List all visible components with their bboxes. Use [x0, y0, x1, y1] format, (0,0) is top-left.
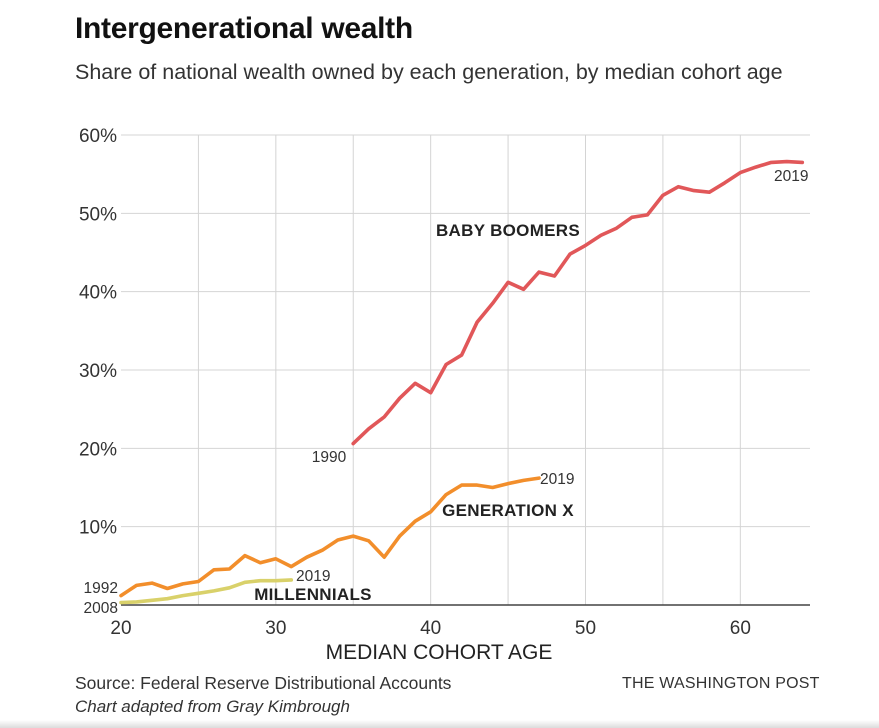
millennials-label: MILLENNIALS	[254, 585, 372, 604]
x-tick-label: 50	[575, 618, 596, 639]
series-labels: BABY BOOMERS 1990 2019 GENERATION X 1992 2019…	[84, 168, 809, 617]
baby-boomers-end-label: 2019	[774, 168, 808, 185]
credit-note: Chart adapted from Gray Kimbrough	[75, 697, 350, 716]
x-tick-label: 40	[420, 618, 441, 639]
y-tick-label: 10%	[79, 518, 117, 539]
y-tick-label: 60%	[79, 126, 117, 147]
x-tick-label: 30	[265, 618, 286, 639]
chart-subtitle: Share of national wealth owned by each g…	[75, 60, 783, 84]
generation-x-label: GENERATION X	[442, 501, 574, 520]
y-tick-label: 30%	[79, 361, 117, 382]
series-lines	[119, 159, 805, 605]
x-tick-label: 20	[110, 618, 131, 639]
generation-x-line	[119, 476, 541, 598]
x-axis-label: MEDIAN COHORT AGE	[326, 641, 553, 664]
chart-title: Intergenerational wealth	[75, 12, 413, 45]
source-note: Source: Federal Reserve Distributional A…	[75, 673, 452, 693]
y-tick-label: 40%	[79, 283, 117, 304]
baby-boomers-start-label: 1990	[312, 449, 347, 466]
generation-x-end-label: 2019	[540, 471, 574, 488]
baby-boomers-label: BABY BOOMERS	[436, 221, 580, 240]
bottom-shadow	[0, 720, 879, 728]
x-tick-label: 60	[730, 618, 751, 639]
baby-boomers-line	[351, 159, 805, 446]
y-tick-label: 20%	[79, 439, 117, 460]
publisher-brand: THE WASHINGTON POST	[622, 675, 820, 692]
axis-ticks: 10% 20% 30% 40% 50% 60% 20 30 40 50 60	[79, 126, 751, 639]
y-tick-label: 50%	[79, 204, 117, 225]
millennials-end-label: 2019	[296, 568, 330, 585]
millennials-start-label: 2008	[84, 600, 118, 617]
generation-x-start-label: 1992	[84, 580, 118, 597]
millennials-line	[119, 578, 294, 605]
grid-lines	[121, 134, 810, 606]
